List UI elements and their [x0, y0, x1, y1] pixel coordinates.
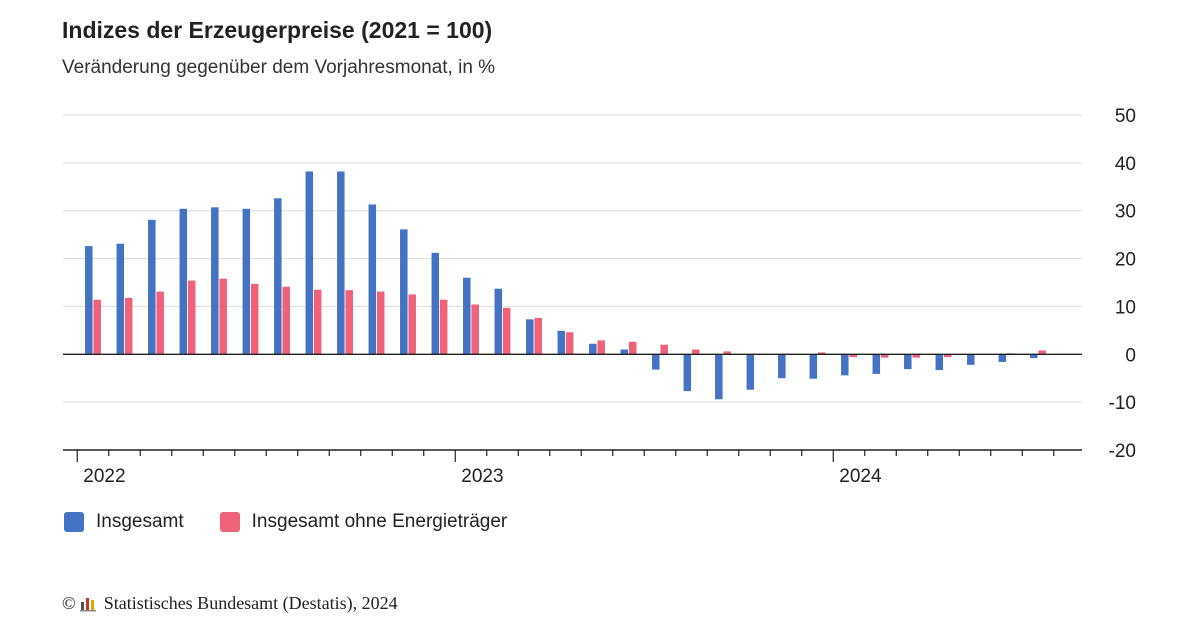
x-axis-labels: 2022 2023 2024: [83, 466, 882, 487]
y-tick-label: 30: [1115, 202, 1136, 223]
bar-insgesamt: [368, 204, 377, 355]
bar-insgesamt: [463, 277, 471, 355]
y-tick-label: -20: [1109, 441, 1136, 462]
bar-ohne-energie: [691, 349, 700, 355]
bar-ohne-energie: [565, 332, 574, 355]
bar-ohne-energie: [376, 291, 385, 355]
bar-insgesamt: [305, 171, 314, 355]
source-note: © Statistisches Bundesamt (Destatis), 20…: [62, 593, 398, 614]
legend-item-ohne-energie: Insgesamt ohne Energieträger: [219, 511, 508, 533]
bar-insgesamt: [494, 288, 503, 355]
y-tick-label: 50: [1115, 106, 1136, 127]
bar-insgesamt: [431, 252, 440, 355]
bar-ohne-energie: [345, 290, 353, 355]
bar-insgesamt: [935, 354, 944, 371]
bar-ohne-energie: [219, 278, 227, 355]
chart-title: Indizes der Erzeugerpreise (2021 = 100): [62, 17, 493, 43]
legend-label-ohne-energie: Insgesamt ohne Energieträger: [251, 511, 508, 532]
bar-ohne-energie: [880, 354, 889, 358]
bar-insgesamt: [746, 354, 755, 390]
bar-insgesamt: [872, 354, 881, 374]
bar-ohne-energie: [817, 352, 826, 355]
y-tick-label: 40: [1115, 154, 1136, 175]
chart-subtitle: Veränderung gegenüber dem Vorjahresmonat…: [62, 57, 496, 78]
bar-ohne-energie: [93, 299, 101, 355]
legend-item-insgesamt: Insgesamt: [64, 511, 184, 533]
bar-insgesamt: [652, 354, 660, 370]
y-axis-labels: -20 -10 0 10 20 30 40 50: [1109, 106, 1136, 462]
x-tick-label: 2023: [461, 466, 503, 487]
bar-ohne-energie: [597, 340, 605, 355]
legend-swatch-insgesamt: [64, 512, 84, 532]
y-tick-label: -10: [1109, 393, 1136, 414]
bar-insgesamt: [778, 354, 786, 379]
x-tick-label: 2024: [839, 466, 882, 487]
bar-insgesamt: [557, 330, 566, 355]
bar-insgesamt: [967, 354, 975, 365]
bar-ohne-energie: [534, 317, 542, 355]
bar-insgesamt: [337, 171, 345, 355]
legend-swatch-ohne-energie: [219, 512, 240, 532]
legend: Insgesamt Insgesamt ohne Energieträger: [64, 511, 543, 533]
bar-insgesamt: [841, 354, 849, 376]
bar-ohne-energie: [660, 344, 668, 355]
bar-ohne-energie: [943, 354, 952, 358]
bar-ohne-energie: [723, 351, 731, 355]
destatis-logo-icon: [79, 597, 96, 611]
legend-label-insgesamt: Insgesamt: [96, 511, 184, 532]
bar-ohne-energie: [408, 294, 416, 355]
bar-insgesamt: [179, 208, 188, 355]
y-tick-label: 20: [1115, 250, 1136, 271]
bar-insgesamt: [998, 354, 1007, 362]
bar-ohne-energie: [282, 286, 290, 355]
bar-insgesamt: [904, 354, 912, 370]
y-tick-label: 0: [1125, 345, 1136, 366]
bar-ohne-energie: [849, 354, 857, 358]
source-text: Statistisches Bundesamt (Destatis), 2024: [103, 593, 398, 613]
bar-ohne-energie: [912, 354, 920, 358]
bar-insgesamt: [400, 229, 408, 355]
bar-insgesamt: [715, 354, 723, 400]
bar-insgesamt: [809, 354, 818, 379]
bar-insgesamt: [211, 207, 219, 355]
grid-lines: [63, 114, 1082, 403]
bar-ohne-energie: [313, 289, 322, 355]
bar-ohne-energie: [628, 341, 637, 355]
x-tick-label: 2022: [83, 466, 125, 487]
bar-insgesamt: [148, 219, 156, 355]
axes: [63, 353, 1082, 462]
bar-insgesamt: [274, 198, 282, 355]
bar-ohne-energie: [156, 291, 164, 355]
bar-ohne-energie: [187, 280, 196, 355]
bar-group: [85, 171, 1046, 400]
bar-insgesamt: [683, 354, 692, 392]
bar-insgesamt: [589, 343, 597, 355]
bar-insgesamt: [116, 243, 125, 355]
bar-ohne-energie: [1038, 350, 1046, 355]
bar-ohne-energie: [250, 283, 259, 355]
bar-insgesamt: [85, 246, 93, 355]
bar-ohne-energie: [471, 304, 479, 355]
bar-ohne-energie: [502, 307, 511, 355]
y-tick-label: 10: [1115, 297, 1136, 318]
bar-insgesamt: [242, 208, 251, 355]
bar-insgesamt: [620, 349, 629, 355]
bar-insgesamt: [1030, 354, 1038, 359]
bar-ohne-energie: [124, 297, 133, 355]
bar-ohne-energie: [439, 299, 448, 355]
bar-insgesamt: [526, 319, 534, 355]
copyright-symbol: ©: [62, 593, 76, 613]
